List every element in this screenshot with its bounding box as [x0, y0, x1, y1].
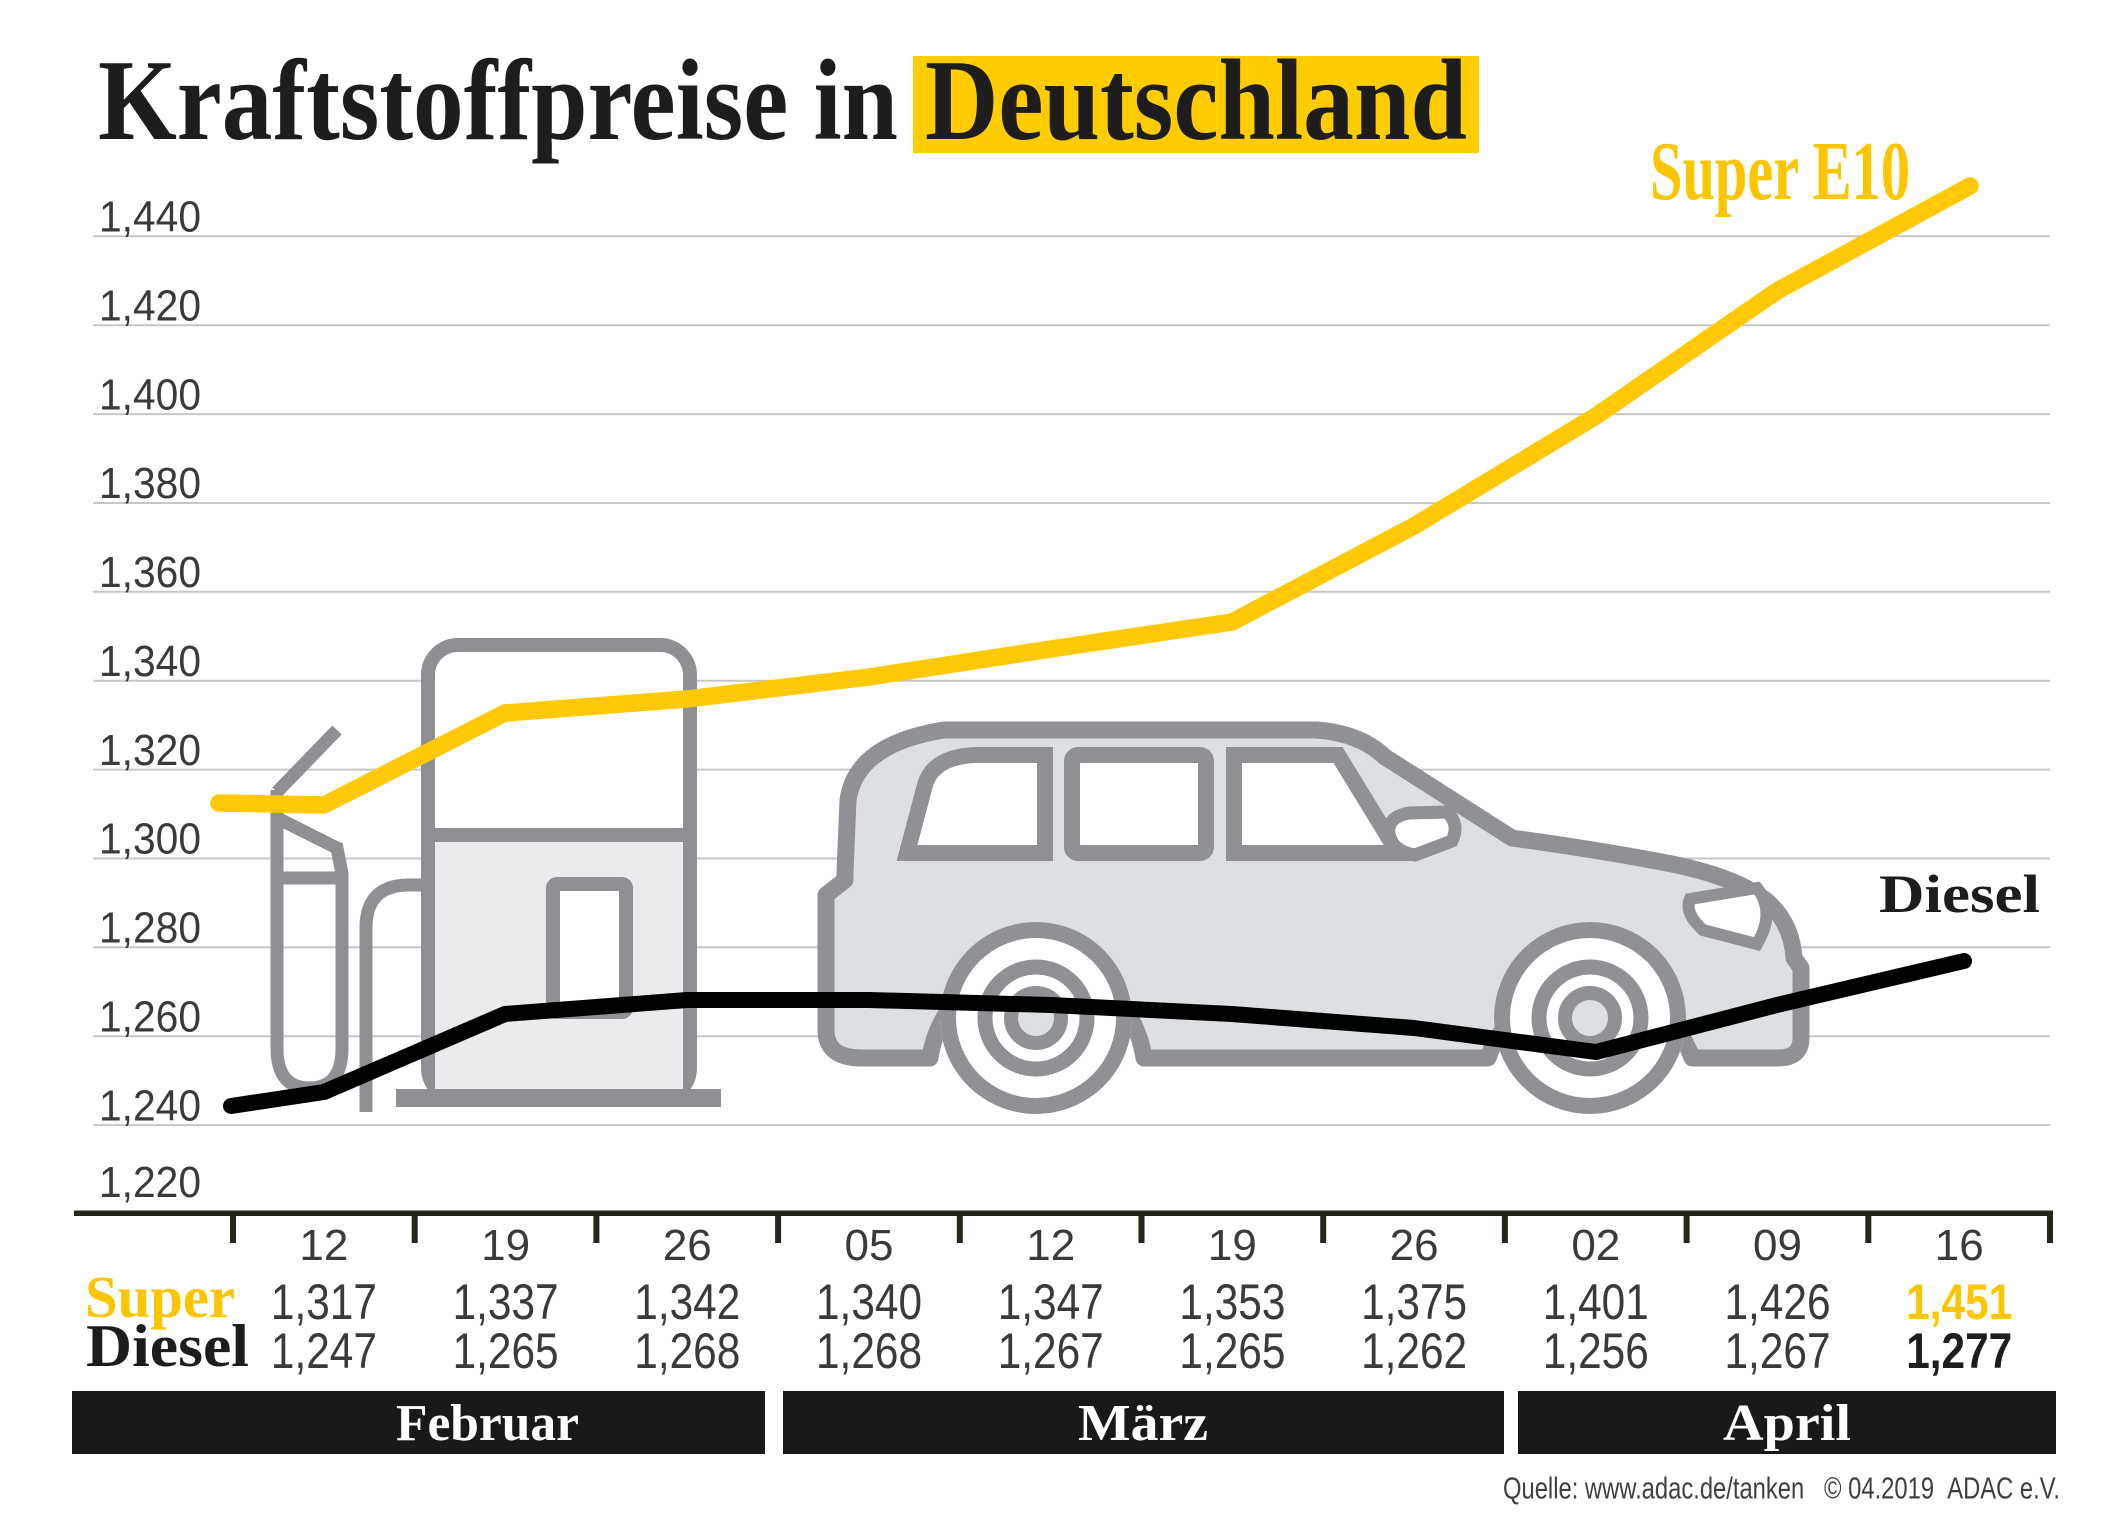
- svg-text:1,265: 1,265: [1179, 1323, 1285, 1379]
- svg-text:Kraftstoffpreise in: Kraftstoffpreise in: [98, 37, 898, 164]
- svg-text:1,320: 1,320: [99, 726, 201, 775]
- svg-text:1,340: 1,340: [99, 637, 201, 686]
- svg-text:1,401: 1,401: [1543, 1274, 1649, 1330]
- svg-text:12: 12: [299, 1221, 348, 1270]
- svg-text:1,277: 1,277: [1906, 1323, 2012, 1379]
- svg-text:19: 19: [481, 1221, 530, 1270]
- svg-text:05: 05: [845, 1221, 894, 1270]
- svg-text:1,240: 1,240: [99, 1081, 201, 1130]
- svg-text:1,426: 1,426: [1725, 1274, 1831, 1330]
- svg-text:1,342: 1,342: [634, 1274, 740, 1330]
- svg-text:16: 16: [1935, 1221, 1984, 1270]
- svg-text:1,353: 1,353: [1179, 1274, 1285, 1330]
- svg-text:April: April: [1723, 1395, 1851, 1452]
- svg-text:1,451: 1,451: [1906, 1274, 2012, 1330]
- svg-text:12: 12: [1026, 1221, 1075, 1270]
- svg-text:Deutschland: Deutschland: [925, 37, 1467, 164]
- svg-text:1,300: 1,300: [99, 815, 201, 864]
- svg-text:1,268: 1,268: [634, 1323, 740, 1379]
- svg-text:1,337: 1,337: [453, 1274, 559, 1330]
- svg-text:1,267: 1,267: [998, 1323, 1104, 1379]
- svg-text:1,420: 1,420: [99, 281, 201, 330]
- svg-text:1,380: 1,380: [99, 459, 201, 508]
- svg-text:09: 09: [1753, 1221, 1802, 1270]
- svg-text:1,280: 1,280: [99, 904, 201, 953]
- svg-text:1,256: 1,256: [1543, 1323, 1649, 1379]
- svg-text:1,265: 1,265: [453, 1323, 559, 1379]
- svg-text:Quelle: www.adac.de/tanken ©: Quelle: www.adac.de/tanken © 04.2019 ADA…: [1503, 1471, 2060, 1506]
- svg-text:1,267: 1,267: [1725, 1323, 1831, 1379]
- svg-text:1,317: 1,317: [271, 1274, 377, 1330]
- svg-text:März: März: [1078, 1395, 1208, 1452]
- svg-text:1,375: 1,375: [1361, 1274, 1467, 1330]
- svg-text:1,262: 1,262: [1361, 1323, 1467, 1379]
- svg-text:1,360: 1,360: [99, 548, 201, 597]
- svg-text:1,347: 1,347: [998, 1274, 1104, 1330]
- svg-text:Diesel: Diesel: [86, 1313, 249, 1379]
- svg-text:26: 26: [1390, 1221, 1439, 1270]
- svg-text:1,400: 1,400: [99, 370, 201, 419]
- svg-text:Diesel: Diesel: [1879, 864, 2040, 924]
- svg-text:1,340: 1,340: [816, 1274, 922, 1330]
- svg-text:1,260: 1,260: [99, 992, 201, 1041]
- svg-text:26: 26: [663, 1221, 712, 1270]
- svg-text:Februar: Februar: [396, 1395, 579, 1452]
- svg-text:02: 02: [1571, 1221, 1620, 1270]
- svg-text:1,220: 1,220: [99, 1158, 201, 1207]
- svg-text:1,268: 1,268: [816, 1323, 922, 1379]
- svg-text:Super E10: Super E10: [1650, 125, 1910, 218]
- svg-text:19: 19: [1208, 1221, 1257, 1270]
- svg-text:1,247: 1,247: [271, 1323, 377, 1379]
- svg-text:Super: Super: [85, 1264, 235, 1330]
- svg-text:1,440: 1,440: [99, 193, 201, 242]
